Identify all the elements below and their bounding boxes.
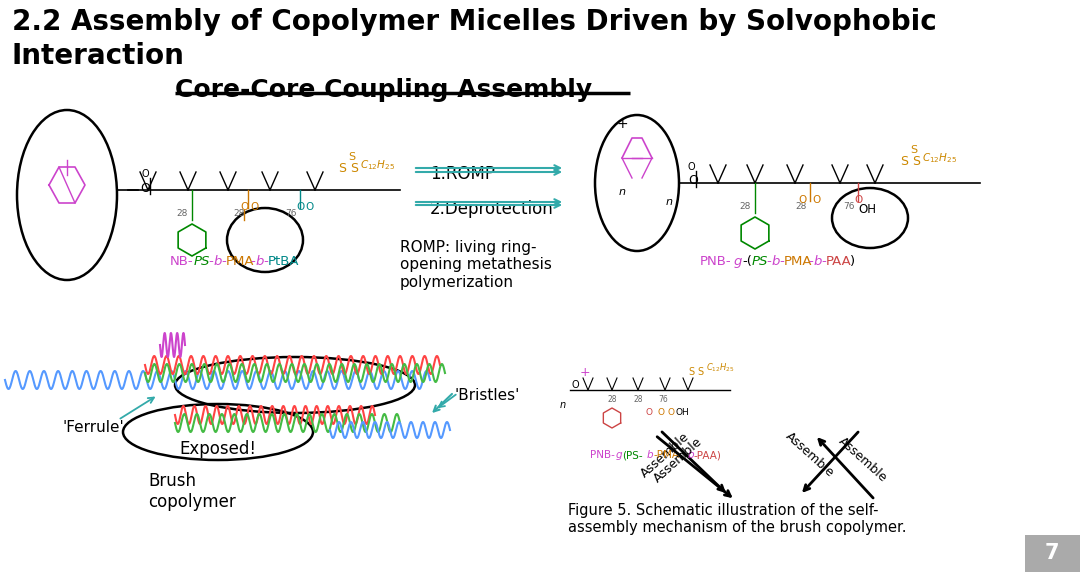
Text: O: O	[854, 195, 862, 205]
Text: O: O	[669, 408, 675, 417]
Text: b: b	[647, 450, 653, 460]
Text: Core-Core Coupling Assembly: Core-Core Coupling Assembly	[175, 78, 592, 102]
Text: -: -	[821, 255, 826, 268]
FancyBboxPatch shape	[1025, 535, 1080, 572]
Text: n: n	[666, 197, 673, 207]
Text: 76: 76	[658, 395, 667, 404]
Text: PtBA: PtBA	[268, 255, 299, 268]
Text: -(: -(	[742, 255, 752, 268]
Text: 28: 28	[633, 395, 643, 404]
Text: -PAA): -PAA)	[694, 450, 721, 460]
Text: 76: 76	[843, 202, 855, 211]
Text: 28: 28	[796, 202, 807, 211]
Text: 'Bristles': 'Bristles'	[455, 388, 521, 403]
Text: Figure 5. Schematic illustration of the self-
assembly mechanism of the brush co: Figure 5. Schematic illustration of the …	[568, 503, 906, 535]
Text: S: S	[350, 162, 357, 175]
Text: O: O	[296, 202, 305, 212]
Text: b: b	[814, 255, 822, 268]
Text: PS: PS	[752, 255, 768, 268]
Text: PS: PS	[194, 255, 211, 268]
Text: S: S	[348, 152, 355, 162]
Text: O: O	[645, 408, 652, 417]
Text: 28: 28	[177, 209, 188, 218]
Text: O: O	[812, 195, 820, 205]
Text: -: -	[208, 255, 213, 268]
Text: Interaction: Interaction	[12, 42, 185, 70]
Text: PAA: PAA	[826, 255, 852, 268]
Text: (PS-: (PS-	[622, 450, 643, 460]
Text: Brush
copolymer: Brush copolymer	[148, 472, 235, 511]
Text: O: O	[658, 408, 665, 417]
Text: S: S	[900, 155, 908, 168]
Text: O: O	[305, 202, 313, 212]
Text: O: O	[798, 195, 807, 205]
Text: -PMA-: -PMA-	[653, 450, 683, 460]
Text: +: +	[617, 117, 629, 131]
Text: 2.Deprotection: 2.Deprotection	[430, 200, 554, 218]
Text: n: n	[561, 400, 566, 410]
Text: S: S	[910, 145, 917, 155]
Text: PNB-: PNB-	[700, 255, 731, 268]
Text: $C_{12}H_{25}$: $C_{12}H_{25}$	[360, 158, 395, 172]
Text: O: O	[140, 181, 150, 194]
Text: S: S	[912, 155, 920, 168]
Text: ROMP: living ring-
opening metathesis
polymerization: ROMP: living ring- opening metathesis po…	[400, 240, 552, 290]
Text: -: -	[249, 255, 255, 268]
Text: 1.ROMP: 1.ROMP	[430, 165, 495, 183]
Text: Assemble: Assemble	[651, 435, 705, 485]
Text: -: -	[808, 255, 813, 268]
Text: Exposed!: Exposed!	[179, 440, 257, 458]
Text: 76: 76	[285, 209, 297, 218]
Text: Assemble: Assemble	[783, 430, 837, 480]
Text: PMA: PMA	[784, 255, 812, 268]
Text: Assemble: Assemble	[836, 435, 890, 485]
Text: OH: OH	[675, 408, 689, 417]
Text: S: S	[688, 367, 694, 377]
Text: 28: 28	[233, 209, 245, 218]
Text: b: b	[214, 255, 222, 268]
Text: b: b	[772, 255, 781, 268]
Text: NB-: NB-	[170, 255, 193, 268]
Text: -: -	[766, 255, 771, 268]
Text: b: b	[688, 450, 694, 460]
Text: +: +	[580, 366, 591, 379]
Text: $C_{12}H_{25}$: $C_{12}H_{25}$	[706, 361, 734, 374]
Text: O: O	[249, 202, 258, 212]
Text: S: S	[338, 162, 346, 175]
Text: g: g	[734, 255, 742, 268]
Text: n: n	[619, 187, 626, 197]
Text: g: g	[616, 450, 623, 460]
Text: -: -	[264, 255, 268, 268]
Text: O: O	[688, 174, 698, 188]
Text: b: b	[256, 255, 265, 268]
Text: S: S	[697, 367, 703, 377]
Text: 28: 28	[740, 202, 751, 211]
Text: OH: OH	[858, 203, 876, 216]
Text: ): )	[850, 255, 855, 268]
Text: 7: 7	[1044, 543, 1059, 563]
Text: O: O	[240, 202, 248, 212]
Text: 2.2 Assembly of Copolymer Micelles Driven by Solvophobic: 2.2 Assembly of Copolymer Micelles Drive…	[12, 8, 936, 36]
Text: O: O	[572, 380, 580, 390]
Text: 'Ferrule': 'Ferrule'	[62, 420, 124, 435]
Text: -: -	[779, 255, 784, 268]
Text: PNB-: PNB-	[590, 450, 615, 460]
Text: PMA: PMA	[226, 255, 255, 268]
Text: Assemble: Assemble	[638, 430, 692, 480]
Text: O: O	[688, 162, 696, 172]
Text: O: O	[141, 169, 150, 179]
Text: -: -	[221, 255, 226, 268]
Text: $C_{12}H_{25}$: $C_{12}H_{25}$	[922, 151, 957, 165]
Text: 28: 28	[607, 395, 617, 404]
